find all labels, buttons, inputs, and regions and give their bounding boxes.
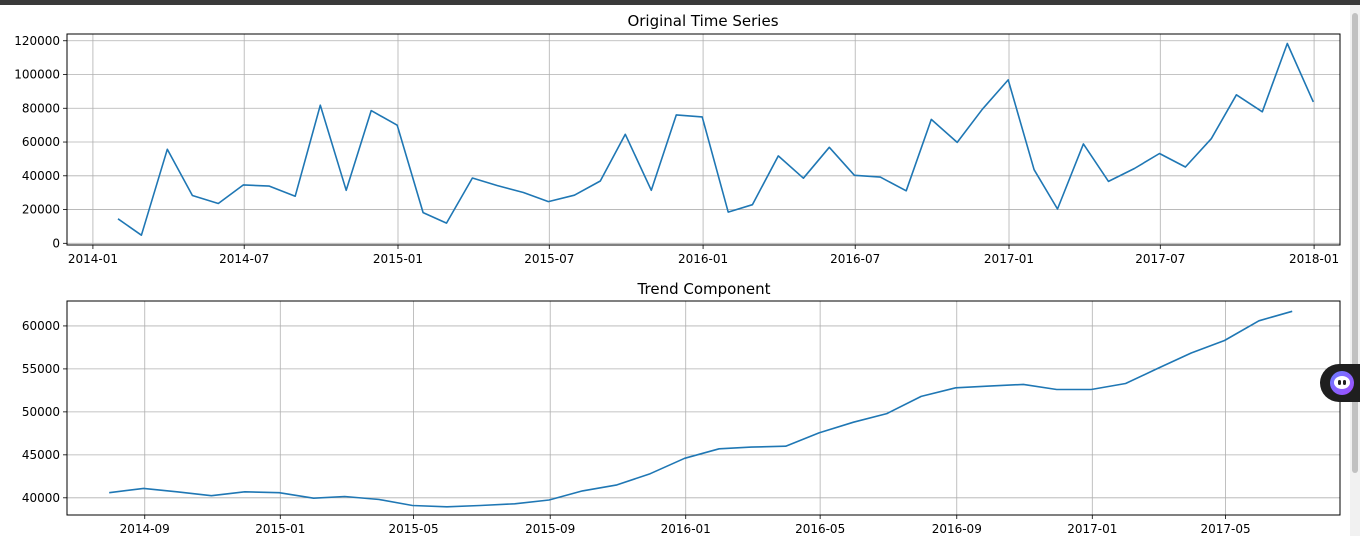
x-tick-label: 2017-07 (1135, 252, 1185, 266)
y-tick-label: 60000 (22, 319, 60, 333)
axes-frame (66, 300, 1341, 516)
x-tick-label: 2015-07 (524, 252, 574, 266)
y-tick-label: 0 (52, 236, 60, 250)
x-tick-label: 2015-01 (255, 522, 305, 536)
series-line (117, 42, 1315, 236)
y-tick-label: 60000 (22, 135, 60, 149)
assistant-face-icon (1330, 371, 1354, 395)
scrollbar-thumb[interactable] (1352, 13, 1358, 473)
x-tick-label: 2017-01 (1067, 522, 1117, 536)
chart-title: Original Time Series (627, 12, 778, 30)
y-tick-label: 55000 (22, 362, 60, 376)
y-tick-label: 40000 (22, 169, 60, 183)
x-tick-label: 2016-01 (661, 522, 711, 536)
axes-frame (66, 33, 1341, 246)
window-top-bar (0, 0, 1360, 5)
y-tick-label: 20000 (22, 203, 60, 217)
assistant-floating-button[interactable] (1320, 364, 1360, 402)
x-tick-label: 2015-09 (525, 522, 575, 536)
y-tick-label: 80000 (22, 101, 60, 115)
x-tick-label: 2017-05 (1201, 522, 1251, 536)
x-tick-label: 2015-01 (373, 252, 423, 266)
x-tick-label: 2016-05 (795, 522, 845, 536)
x-tick-label: 2014-07 (219, 252, 269, 266)
trend-component-panel: Trend Component 2014-09 2015-01 2015-05 201… (22, 280, 1341, 536)
y-tick-label: 40000 (22, 491, 60, 505)
chart-title: Trend Component (637, 280, 771, 298)
x-tick-label: 2018-01 (1289, 252, 1339, 266)
x-tick-label: 2014-09 (120, 522, 170, 536)
original-time-series-panel: Original Time Series 2014-01 2014-07 2015-… (14, 12, 1341, 266)
x-tick-label: 2015-05 (389, 522, 439, 536)
y-tick-label: 50000 (22, 405, 60, 419)
x-tick-label: 2016-09 (932, 522, 982, 536)
x-tick-label: 2016-01 (678, 252, 728, 266)
y-tick-label: 100000 (14, 68, 60, 82)
vertical-scrollbar[interactable] (1350, 5, 1360, 536)
x-tick-label: 2016-07 (830, 252, 880, 266)
x-tick-label: 2014-01 (68, 252, 118, 266)
y-tick-label: 45000 (22, 448, 60, 462)
y-tick-label: 120000 (14, 34, 60, 48)
series-line (109, 310, 1293, 508)
x-tick-label: 2017-01 (984, 252, 1034, 266)
